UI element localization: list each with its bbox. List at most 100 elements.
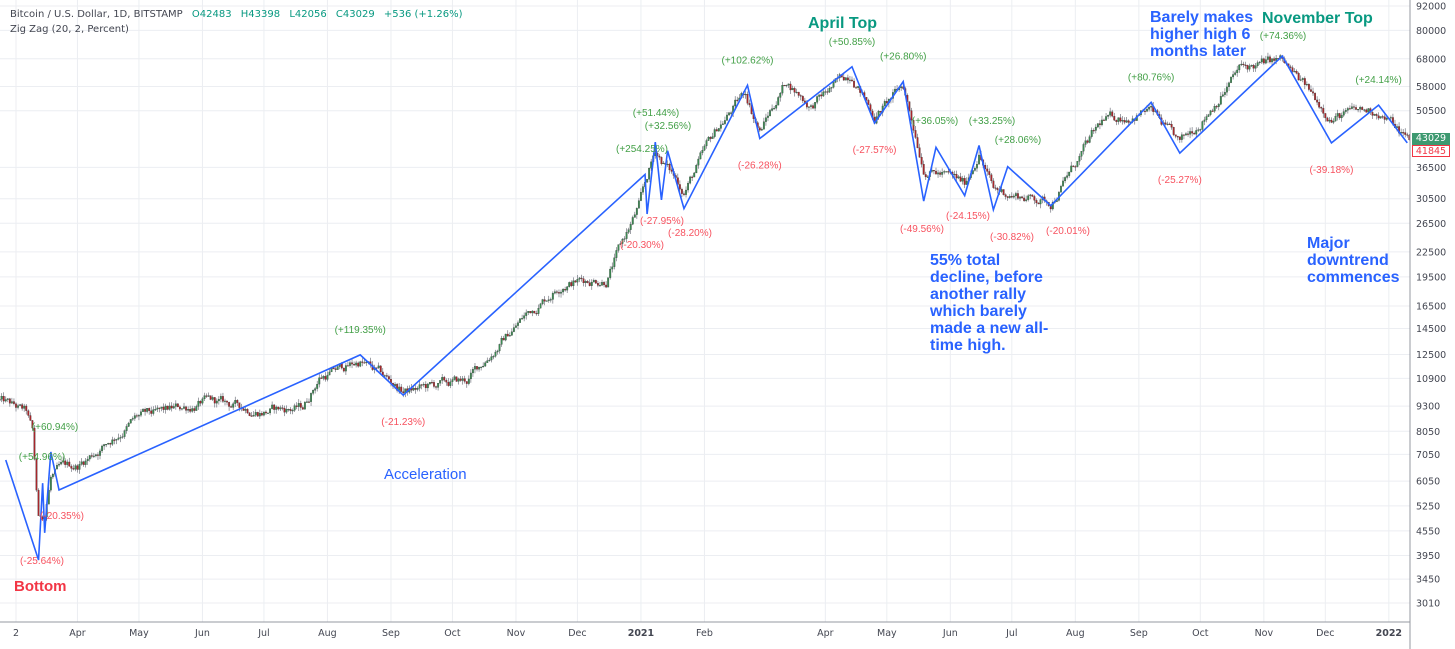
- candle-down: [357, 362, 360, 367]
- candle-down: [1111, 111, 1114, 117]
- candle-up: [615, 250, 618, 258]
- candle-down: [922, 164, 925, 175]
- price-axis[interactable]: 92000 80000 68000 58000 50500 36500 30500 26500…: [1416, 2, 1446, 610]
- candle-up: [1332, 120, 1335, 123]
- x-tick-label: Jul: [1005, 628, 1017, 639]
- candle-up: [140, 411, 142, 416]
- candle-up: [1305, 84, 1308, 86]
- candle-up: [441, 377, 444, 381]
- candle-down: [1191, 131, 1194, 134]
- candle-up: [1248, 65, 1251, 70]
- candle-up: [492, 356, 495, 358]
- candle-up: [578, 277, 581, 280]
- candle-up: [129, 419, 132, 424]
- candle-up: [785, 84, 788, 87]
- candle-down: [1103, 119, 1105, 121]
- candle-up: [1359, 107, 1362, 110]
- x-tick-label: Aug: [1066, 628, 1085, 639]
- candle-up: [611, 266, 614, 270]
- price-label-red: 41845: [1412, 145, 1450, 157]
- candle-up: [453, 376, 456, 380]
- candle-up: [49, 476, 52, 491]
- candle-up: [74, 465, 77, 470]
- candle-up: [857, 86, 860, 88]
- candle-up: [646, 179, 649, 183]
- candle-up: [1389, 117, 1392, 119]
- zigzag-low-label: (-30.82%): [990, 232, 1034, 243]
- candle-down: [605, 284, 608, 288]
- candle-up: [1088, 136, 1091, 143]
- candle-up: [1027, 195, 1030, 200]
- candle-down: [447, 382, 450, 386]
- candle-up: [519, 318, 521, 323]
- candle-up: [512, 327, 515, 332]
- candle-down: [230, 406, 233, 408]
- candle-up: [156, 407, 159, 410]
- candle-down: [1098, 123, 1101, 126]
- candle-up: [508, 335, 511, 337]
- candle-down: [13, 401, 15, 404]
- candle-down: [31, 420, 34, 429]
- candle-down: [1269, 56, 1271, 63]
- candle-down: [910, 110, 913, 121]
- candle-up: [883, 101, 886, 107]
- candle-up: [19, 404, 22, 406]
- candle-up: [412, 388, 415, 391]
- candle-up: [701, 150, 704, 153]
- time-axis[interactable]: 2 Apr May Jun Jul Aug Sep Oct Nov Dec 2021 Feb Apr Ma…: [13, 628, 1402, 639]
- symbol-title: Bitcoin / U.S. Dollar, 1D, BITSTAMP: [10, 9, 183, 20]
- candle-down: [15, 403, 17, 408]
- candle-up: [17, 405, 19, 408]
- y-tick-label: 14500: [1416, 324, 1446, 335]
- candle-down: [228, 402, 231, 407]
- candle-down: [1289, 66, 1292, 68]
- candle-down: [226, 400, 228, 403]
- ohlc-open: O42483: [191, 9, 232, 20]
- candle-up: [1189, 131, 1192, 135]
- candle-up: [1226, 86, 1228, 93]
- candle-up: [428, 382, 431, 385]
- candle-down: [1355, 107, 1357, 110]
- candle-up: [781, 84, 784, 94]
- x-tick-label: May: [129, 628, 149, 639]
- zigzag-high-label: (+102.62%): [722, 55, 774, 66]
- candle-down: [162, 406, 165, 410]
- candle-down: [424, 384, 427, 389]
- candle-down: [1168, 123, 1171, 125]
- candle-up: [271, 404, 274, 409]
- candle-down: [1310, 89, 1312, 92]
- candle-up: [795, 91, 798, 93]
- candle-up: [461, 378, 464, 381]
- candle-up: [572, 280, 575, 287]
- candle-up: [1121, 120, 1124, 122]
- x-tick-label: Feb: [696, 628, 713, 639]
- candle-up: [127, 422, 130, 427]
- candle-up: [285, 409, 288, 413]
- x-tick-label: Jun: [942, 628, 958, 639]
- x-tick-label: Sep: [382, 628, 400, 639]
- y-tick-label: 36500: [1416, 163, 1446, 174]
- candle-up: [4, 399, 7, 402]
- candle-down: [681, 189, 683, 194]
- y-tick-label: 68000: [1416, 54, 1446, 65]
- x-tick-label: 2021: [628, 628, 654, 639]
- y-tick-label: 3950: [1416, 551, 1440, 562]
- candle-up: [1080, 151, 1083, 157]
- candle-down: [144, 409, 147, 412]
- y-tick-label: 8050: [1416, 427, 1440, 438]
- candle-up: [1234, 72, 1237, 75]
- zigzag-high-label: (+74.36%): [1260, 31, 1306, 42]
- candle-down: [97, 454, 99, 456]
- indicator-legend[interactable]: Zig Zag (20, 2, Percent): [10, 24, 129, 35]
- candle-up: [275, 406, 278, 410]
- y-tick-label: 3010: [1416, 599, 1440, 610]
- candle-up: [1344, 110, 1347, 112]
- candle-up: [1275, 58, 1278, 61]
- candle-up: [762, 121, 765, 130]
- candle-down: [826, 91, 829, 93]
- x-tick-label: 2: [13, 628, 19, 639]
- candle-up: [457, 378, 460, 382]
- candle-down: [476, 366, 478, 370]
- candle-up: [562, 289, 565, 293]
